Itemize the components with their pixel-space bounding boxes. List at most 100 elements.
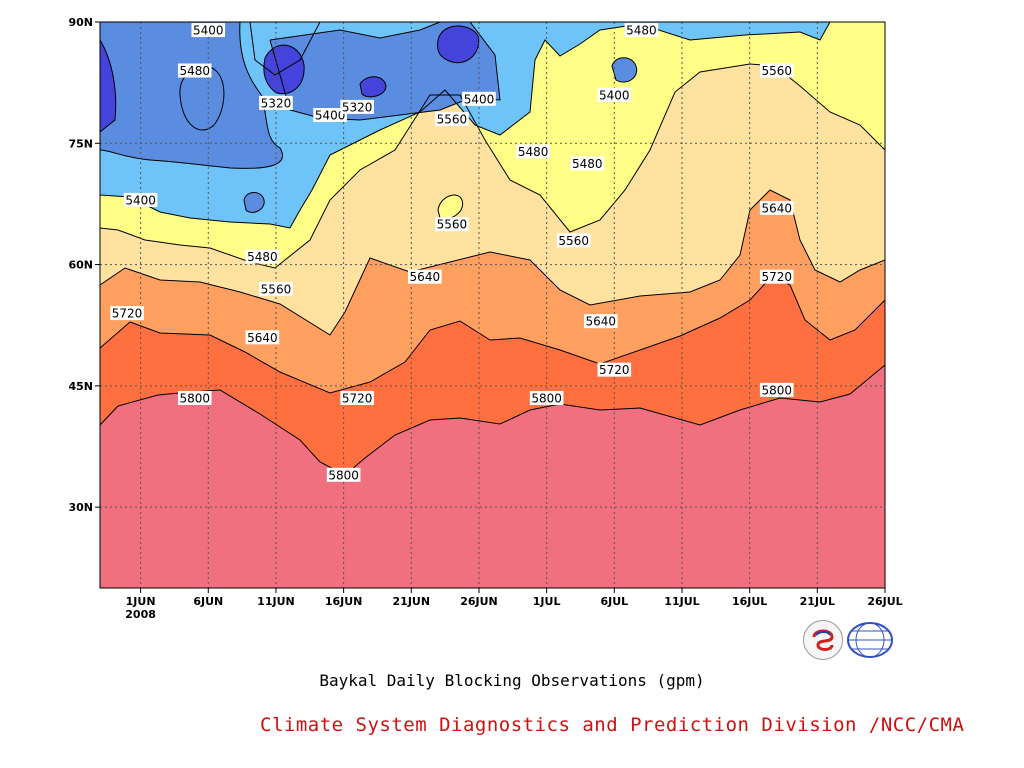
contour-fills [100, 22, 885, 588]
contour-label: 5560 [259, 281, 293, 296]
x-tick-label: 21JUL [800, 595, 835, 608]
fill-5320-region-west [100, 22, 283, 169]
y-tick-label: 90N [68, 16, 93, 29]
contour-label-text: 5560 [437, 218, 468, 232]
contour-label-bg [556, 233, 591, 248]
contour-label-text: 5560 [437, 113, 468, 127]
contour-label: 5720 [759, 269, 794, 284]
contour-label-bg [177, 390, 212, 405]
contour-label-text: 5400 [599, 88, 630, 102]
contour-label-text: 5720 [112, 307, 143, 321]
contour-label-text: 5720 [342, 391, 373, 405]
contour-label-text: 5640 [761, 201, 792, 215]
contour-label: 5800 [759, 382, 794, 397]
contour-label: 5640 [583, 314, 618, 329]
x-tick-label: 26JUL [867, 595, 902, 608]
contour-label-text: 5480 [572, 157, 603, 171]
contour-label-bg [583, 314, 618, 329]
contour-label-text: 5480 [626, 24, 657, 38]
contour-label-text: 5720 [761, 270, 792, 284]
contour-label: 5480 [624, 23, 659, 38]
contour-label: 5400 [191, 23, 226, 38]
contour-label: 5720 [110, 306, 144, 321]
x-tick-label: 11JUL [664, 595, 699, 608]
contour-label: 5480 [570, 156, 605, 171]
contour-label: 5560 [435, 112, 469, 127]
contour-label: 5720 [340, 390, 374, 405]
contour-label-bg [313, 107, 347, 122]
contour-label-bg [529, 390, 564, 405]
contour-label: 5800 [177, 390, 212, 405]
contour-label-bg [340, 99, 374, 114]
contour-label-text: 5480 [247, 250, 278, 264]
fill-5480-island-south [438, 195, 463, 219]
contour-label-text: 5400 [315, 108, 346, 122]
contour-label: 5560 [556, 233, 591, 248]
contour-label-text: 5560 [261, 282, 292, 296]
x-tick-label: 1JUL [533, 595, 561, 608]
contour-label: 5640 [245, 330, 280, 345]
x-axis: 1JUN 6JUN 11JUN 16JUN 21JUN 26JUN 1JUL 6JUL 11JU… [125, 588, 903, 621]
contour-label-text: 5400 [464, 92, 495, 106]
contour-label: 5800 [529, 390, 564, 405]
x-tick-label: 21JUN [393, 595, 431, 608]
x-tick-label: 11JUN [257, 595, 295, 608]
contour-label-bg [597, 362, 632, 377]
chart-caption: Baykal Daily Blocking Observations (gpm) [319, 671, 705, 690]
contour-label-text: 5400 [193, 24, 224, 38]
contour-label: 5640 [759, 200, 794, 215]
contour-label-text: 5560 [761, 64, 792, 78]
contour-label: 5480 [516, 144, 550, 159]
fill-lt5320-north [437, 25, 479, 63]
contour-5480 [100, 22, 831, 229]
contour-label-text: 5800 [179, 391, 210, 405]
contour-label-text: 5800 [761, 383, 792, 397]
bcc-logo [803, 620, 843, 660]
contour-label-bg [340, 390, 374, 405]
x-year-label: 2008 [125, 608, 156, 621]
y-tick-label: 75N [68, 137, 93, 150]
contour-label: 5480 [245, 249, 280, 264]
fill-5320-island-small [244, 192, 265, 213]
contour-label: 5720 [597, 362, 632, 377]
contour-label-text: 5640 [586, 315, 617, 329]
contour-label-text: 5320 [342, 100, 373, 114]
contour-5320-center [263, 44, 305, 95]
contour-label: 5800 [326, 467, 361, 482]
ncc-logo [846, 620, 893, 658]
x-tick-label: 6JUL [600, 595, 628, 608]
contour-5400-east [611, 57, 638, 83]
contour-label-bg [435, 217, 469, 232]
y-tick-label: 30N [68, 501, 93, 514]
contour-label-bg [759, 382, 794, 397]
contour-label-text: 5320 [261, 96, 292, 110]
contour-5400-small [243, 192, 265, 213]
contour-label: 5400 [313, 107, 347, 122]
contour-label-bg [759, 200, 794, 215]
y-tick-label: 45N [68, 380, 93, 393]
plot-frame [99, 21, 886, 589]
contour-labels: 5400548053205400532055605400548054805400… [110, 23, 794, 482]
x-tick-label: 26JUN [460, 595, 498, 608]
contour-label-text: 5640 [410, 270, 441, 284]
contour-label-bg [191, 23, 226, 38]
contour-label-bg [245, 249, 280, 264]
contour-label: 5400 [123, 192, 158, 207]
fill-5400-island-north [500, 22, 520, 40]
contour-chart: 5400548053205400532055605400548054805400… [68, 16, 903, 621]
contour-label-bg [624, 23, 659, 38]
contour-label-text: 5480 [518, 145, 549, 159]
contour-label-bg [259, 95, 293, 110]
fill-5320-island-east [612, 57, 637, 83]
x-tick-label: 16JUL [732, 595, 767, 608]
y-axis: 30N 45N 60N 75N 90N [68, 16, 100, 514]
contour-label-text: 5720 [599, 363, 630, 377]
y-tick-label: 60N [68, 259, 93, 272]
contour-5320-north [437, 25, 480, 64]
contour-label: 5320 [259, 95, 293, 110]
contour-label-bg [123, 192, 158, 207]
contour-label: 5320 [340, 99, 374, 114]
contour-label-bg [326, 467, 361, 482]
contour-5640 [100, 189, 885, 336]
contour-label: 5560 [759, 63, 794, 78]
